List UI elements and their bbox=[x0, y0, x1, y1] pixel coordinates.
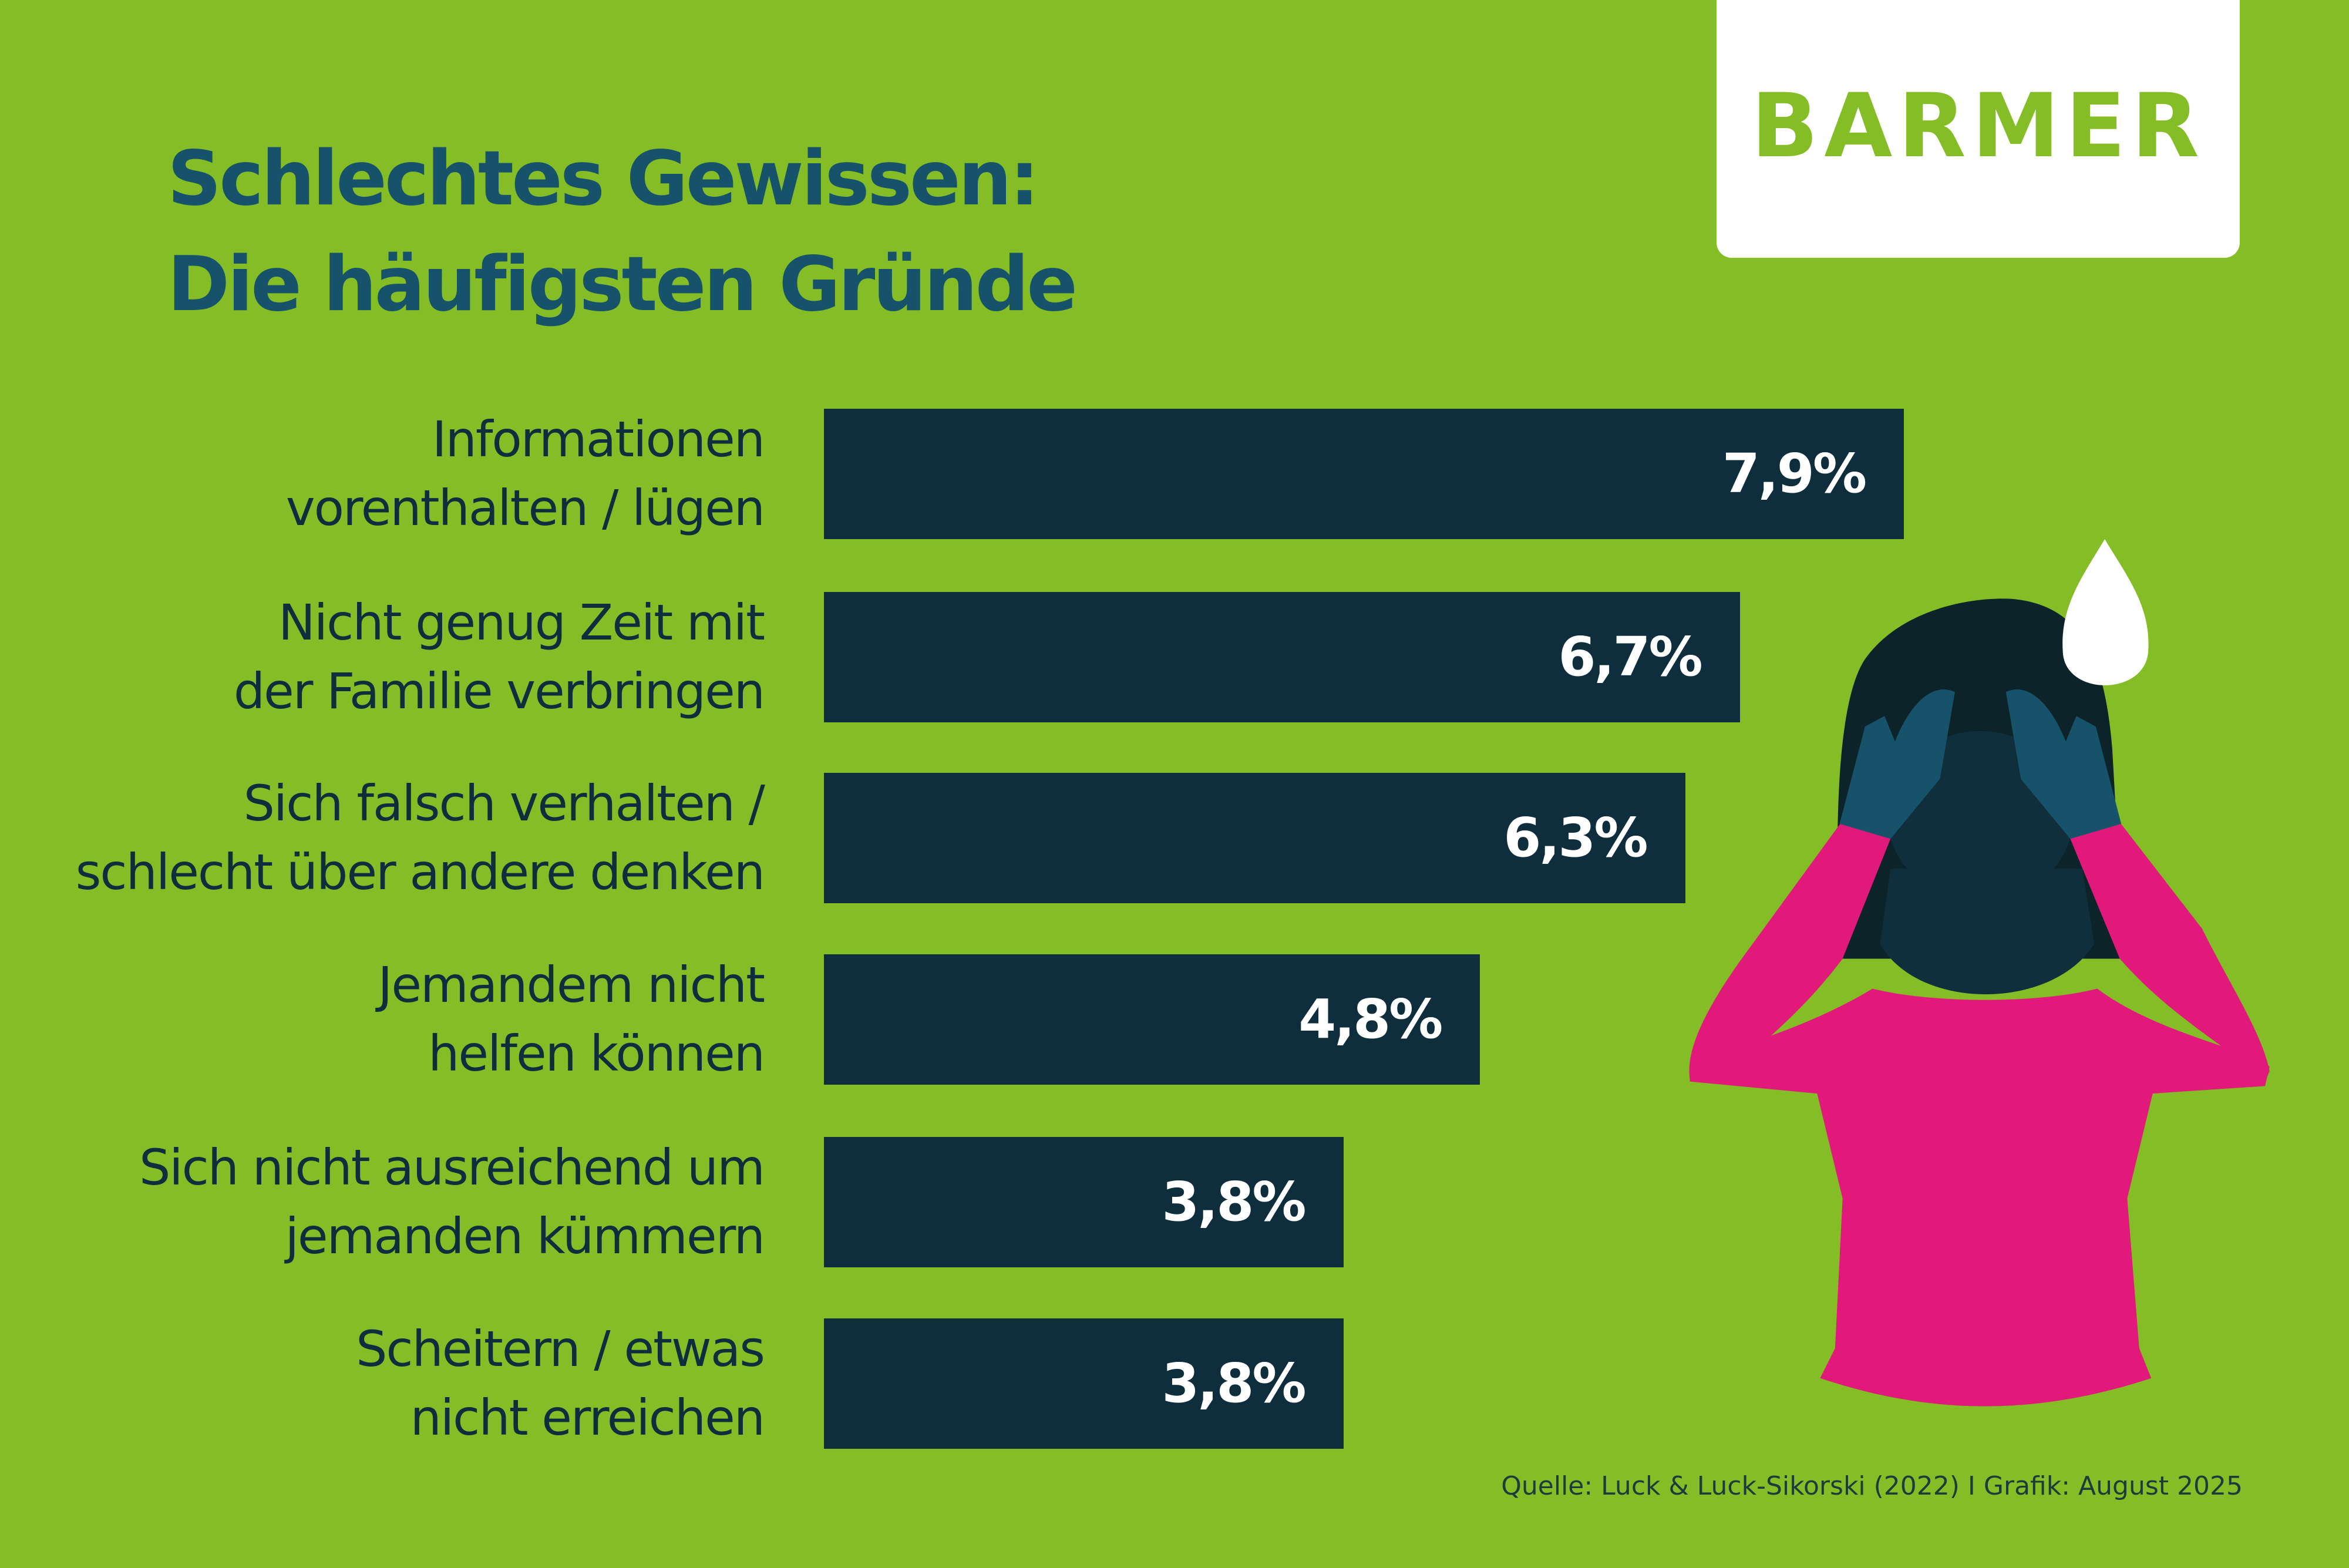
value-label: 7,9% bbox=[1722, 442, 1867, 505]
title-line-2: Die häufigsten Gründe bbox=[167, 241, 1078, 328]
category-label-line: helfen können bbox=[428, 1025, 765, 1082]
category-label-line: Informationen bbox=[432, 410, 765, 468]
title-line-1: Schlechtes Gewissen: bbox=[167, 135, 1039, 223]
left-arm bbox=[1689, 816, 1891, 1082]
category-label-line: der Familie verbringen bbox=[233, 662, 765, 720]
category-label: Sich falsch verhalten / schlecht über and… bbox=[0, 769, 765, 907]
category-label-line: vorenthalten / lügen bbox=[285, 479, 765, 537]
source-footer: Quelle: Luck & Luck-Sikorski (2022) I Gr… bbox=[1501, 1471, 2243, 1501]
value-label: 6,3% bbox=[1503, 806, 1648, 869]
bar: 3,8% bbox=[824, 1137, 1344, 1267]
bar: 6,7% bbox=[824, 592, 1740, 722]
barmer-logo: BARMER bbox=[1717, 0, 2240, 258]
category-label: Informationen vorenthalten / lügen bbox=[0, 405, 765, 543]
neck bbox=[1880, 869, 2095, 995]
category-label: Nicht genug Zeit mit der Familie verbring… bbox=[0, 588, 765, 726]
bar: 7,9% bbox=[824, 409, 1904, 539]
torso bbox=[1690, 988, 2270, 1407]
category-label-line: Sich nicht ausreichend um bbox=[139, 1139, 765, 1196]
value-label: 4,8% bbox=[1298, 988, 1443, 1051]
left-hand bbox=[1839, 689, 1955, 839]
right-arm bbox=[2070, 816, 2270, 1082]
value-label: 3,8% bbox=[1162, 1352, 1306, 1415]
stressed-woman-illustration bbox=[1689, 539, 2270, 1407]
bar: 3,8% bbox=[824, 1318, 1344, 1449]
category-label-line: schlecht über andere denken bbox=[75, 843, 765, 901]
right-hand bbox=[2005, 689, 2122, 839]
logo-text: BARMER bbox=[1751, 75, 2206, 177]
chart-title: Schlechtes Gewissen: Die häufigsten Grün… bbox=[167, 126, 1078, 338]
bar: 4,8% bbox=[824, 954, 1480, 1085]
category-label-line: Sich falsch verhalten / bbox=[243, 775, 765, 832]
bar: 6,3% bbox=[824, 773, 1685, 903]
category-label-line: Nicht genug Zeit mit bbox=[278, 594, 765, 651]
sweat-drop-icon bbox=[2062, 539, 2149, 685]
category-label-line: jemanden kümmern bbox=[285, 1207, 765, 1265]
category-label-line: nicht erreichen bbox=[410, 1389, 765, 1446]
value-label: 3,8% bbox=[1162, 1170, 1306, 1233]
category-label-line: Jemandem nicht bbox=[378, 956, 765, 1014]
category-label: Sich nicht ausreichend um jemanden kümmer… bbox=[0, 1133, 765, 1271]
category-label-line: Scheitern / etwas bbox=[356, 1320, 765, 1378]
category-label: Jemandem nicht helfen können bbox=[0, 951, 765, 1088]
value-label: 6,7% bbox=[1558, 625, 1703, 688]
category-label: Scheitern / etwas nicht erreichen bbox=[0, 1315, 765, 1452]
